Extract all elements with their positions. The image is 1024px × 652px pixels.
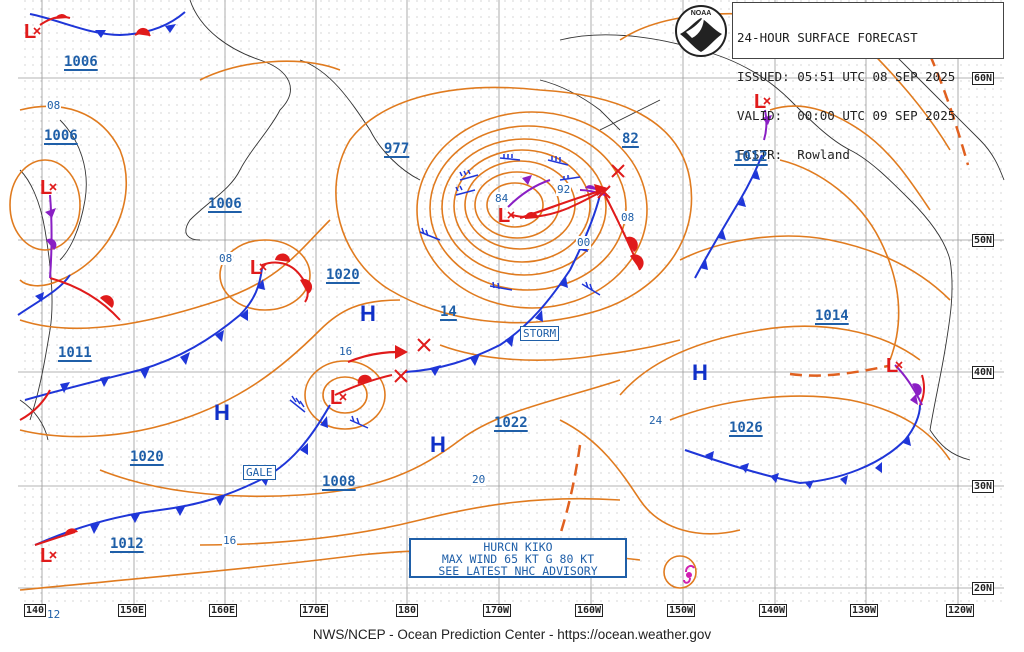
low-7: L (886, 355, 903, 377)
svg-text:L: L (886, 355, 898, 377)
pressure-label: 1020 (130, 449, 164, 465)
footer-credit: NWS/NCEP - Ocean Prediction Center - htt… (312, 627, 712, 642)
high-pressure-center: H (430, 432, 446, 457)
occluded-pips (45, 115, 922, 405)
storm-warning-box: STORM (520, 326, 560, 341)
lon-label-130w: 130W (850, 604, 879, 617)
lon-label-140w: 140W (759, 604, 788, 617)
movement-arrows (347, 184, 608, 364)
wind-barbs (289, 154, 601, 429)
high-pressure-center: H (214, 400, 230, 425)
isobar-label: 16 (338, 345, 354, 358)
isobar-label: 12 (46, 608, 62, 621)
pressure-label: 1006 (208, 196, 242, 212)
isobar-label: 08 (620, 211, 636, 224)
troughs (558, 54, 970, 536)
pressure-label: 1020 (326, 267, 360, 283)
advisory-note: SEE LATEST NHC ADVISORY (438, 564, 598, 578)
header-title: 24-HOUR SURFACE FORECAST (737, 30, 918, 45)
lon-label-140e: 140 (24, 604, 47, 617)
forecast-header: 24-HOUR SURFACE FORECAST ISSUED: 05:51 U… (732, 2, 1004, 161)
isobar-label: 08 (46, 99, 62, 112)
low-markers: L L L L L L L L (24, 21, 903, 567)
isobar-label: 08 (218, 252, 234, 265)
low-4: L (330, 387, 347, 409)
graticule (18, 0, 1004, 604)
pressure-label: 1026 (729, 420, 763, 436)
noaa-logo-icon: NOAA (675, 5, 727, 57)
lon-label-170e: 170E (300, 604, 329, 617)
occluded-fronts (49, 109, 923, 406)
lon-label-160w: 160W (575, 604, 604, 617)
pressure-label: 977 (384, 141, 410, 157)
pressure-label: 82 (622, 131, 639, 147)
hurricane-symbol (683, 564, 695, 584)
lat-label-40n: 40N (972, 366, 995, 379)
svg-text:NOAA: NOAA (691, 10, 712, 17)
high-pressure-center: H (360, 301, 376, 326)
low-6: L (754, 91, 771, 113)
warm-front-pips (55, 14, 644, 534)
svg-text:L: L (498, 205, 510, 227)
low-3: L (250, 257, 267, 279)
pressure-label: 14 (440, 304, 457, 320)
lon-label-180: 180 (396, 604, 419, 617)
pressure-label: 1006 (44, 128, 78, 144)
gale-warning-box: GALE (243, 465, 276, 480)
isobar-label: 16 (222, 534, 238, 547)
lat-label-50n: 50N (972, 234, 995, 247)
svg-text:L: L (754, 91, 766, 113)
lon-label-120w: 120W (946, 604, 975, 617)
hurricane-advisory-box: HURCN KIKO MAX WIND 65 KT G 80 KT SEE LA… (409, 538, 627, 578)
low-2: L (40, 177, 57, 199)
lat-label-30n: 30N (972, 480, 995, 493)
pressure-label: 1014 (815, 308, 849, 324)
svg-text:L: L (330, 387, 342, 409)
header-issued: ISSUED: 05:51 UTC 08 SEP 2025 (737, 69, 956, 84)
high-pressure-center: H (692, 360, 708, 385)
isobar-label: 20 (471, 473, 487, 486)
isobar-label: 00 (576, 236, 592, 249)
cold-fronts (17, 11, 921, 546)
svg-text:L: L (24, 21, 36, 43)
isobar-label: 92 (556, 183, 572, 196)
svg-text:L: L (40, 545, 52, 567)
lat-label-60n: 60N (972, 72, 995, 85)
isobar-label: 84 (494, 192, 510, 205)
pressure-label: 1006 (64, 54, 98, 70)
pressure-label: 1011 (58, 345, 92, 361)
pressure-label: 1012 (734, 149, 768, 165)
svg-text:L: L (40, 177, 52, 199)
lon-label-170w: 170W (483, 604, 512, 617)
advisory-name: HURCN KIKO (483, 540, 553, 554)
low-8: L (40, 545, 57, 567)
low-5: L (498, 205, 515, 227)
pressure-label: 1022 (494, 415, 528, 431)
pressure-label: 1008 (322, 474, 356, 490)
lon-label-150e: 150E (118, 604, 147, 617)
forecast-positions (394, 164, 625, 383)
low-1: L (24, 21, 41, 43)
advisory-wind: MAX WIND 65 KT G 80 KT (441, 552, 595, 566)
isobar-label: 24 (648, 414, 664, 427)
lat-label-20n: 20N (972, 582, 995, 595)
header-valid: VALID: 00:00 UTC 09 SEP 2025 (737, 108, 956, 123)
header-forecaster: FCSTR: Rowland (737, 147, 850, 162)
svg-text:L: L (250, 257, 262, 279)
pressure-label: 1012 (110, 536, 144, 552)
lon-label-160e: 160E (209, 604, 238, 617)
lon-label-150w: 150W (667, 604, 696, 617)
